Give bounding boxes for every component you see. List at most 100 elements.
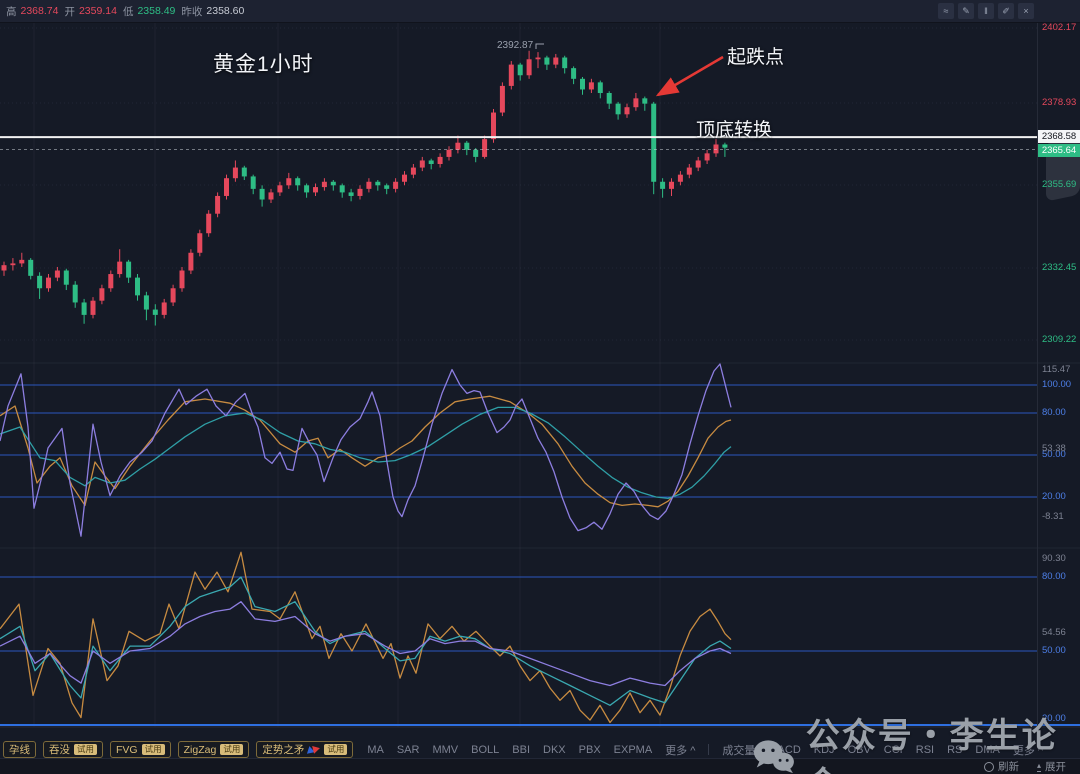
indicator-line-RSI24	[0, 601, 732, 687]
expand-icon: ▴	[1036, 760, 1041, 772]
menu-item-DMA[interactable]: DMA	[975, 743, 1000, 756]
pattern-button-label: 定势之矛	[262, 744, 305, 756]
edit-icon[interactable]: ✐	[998, 3, 1014, 19]
menu-item-KDJ[interactable]: KDJ	[813, 743, 835, 756]
candle-body	[642, 98, 648, 104]
pattern-button-孕线[interactable]: 孕线	[3, 741, 36, 758]
candle-body	[28, 259, 34, 276]
candlestick-style-icon[interactable]: ‖	[978, 3, 994, 19]
candle-body	[170, 288, 176, 303]
menu-item-OBV[interactable]: OBV	[847, 743, 871, 756]
candle-body	[722, 144, 728, 148]
candle-body	[215, 195, 221, 214]
candle-body	[588, 82, 594, 90]
pattern-button-label: ZigZag	[183, 743, 217, 756]
peak-price-label: 2392.87	[497, 40, 534, 51]
candle-body	[90, 300, 96, 315]
candle-body	[277, 185, 283, 193]
candle-body	[553, 57, 559, 65]
candle-body	[1, 265, 7, 271]
open-readout: 开 2359.14	[64, 4, 116, 19]
candle-body	[161, 302, 167, 315]
menu-item-DKX[interactable]: DKX	[543, 743, 566, 756]
candle-body	[597, 82, 603, 94]
candle-body	[268, 192, 274, 200]
candle-body	[544, 57, 550, 65]
indicator-line-J	[0, 363, 732, 537]
fall-point-annotation: 起跌点	[727, 47, 785, 68]
candle-body	[339, 185, 345, 193]
candle-body	[117, 261, 123, 275]
trial-badge: 试用	[74, 744, 98, 755]
candle-body	[152, 309, 158, 315]
menu-item-成交量[interactable]: 成交量	[722, 744, 756, 757]
candle-body	[624, 107, 630, 115]
expand-label: 展开	[1045, 761, 1066, 773]
candle-body	[366, 181, 372, 189]
candle-body	[384, 185, 390, 189]
menu-item-SAR[interactable]: SAR	[396, 743, 420, 756]
candle-body	[695, 160, 701, 168]
ohlc-bar: 高 2368.74 开 2359.14 低 2358.49 昨收 2358.60…	[0, 0, 1080, 23]
trend-line-icon[interactable]: ≈	[938, 3, 954, 19]
draw-pencil-icon[interactable]: ✎	[958, 3, 974, 19]
pattern-button-ZigZag[interactable]: ZigZag 试用	[177, 741, 250, 758]
candle-body	[286, 178, 292, 186]
close-icon[interactable]: ×	[1018, 3, 1034, 19]
candle-body	[473, 149, 479, 157]
candle-body	[241, 167, 247, 177]
menu-item-PBX[interactable]: PBX	[578, 743, 601, 756]
menu-item-CCI[interactable]: CCI	[883, 743, 903, 756]
candle-body	[321, 181, 327, 188]
pattern-button-吞没[interactable]: 吞没 试用	[43, 741, 104, 758]
menu-item-更多 ^[interactable]: 更多 ^	[665, 744, 696, 757]
fall-point-arrow	[655, 55, 724, 97]
low-readout: 低 2358.49	[123, 4, 175, 19]
menu-item-BOLL[interactable]: BOLL	[471, 743, 500, 756]
price-axis[interactable]	[1037, 22, 1080, 727]
candle-body	[669, 181, 674, 189]
candle-body	[580, 78, 585, 90]
top-bottom-annotation: 顶底转换	[696, 120, 773, 141]
candle-body	[446, 149, 452, 157]
candle-body	[517, 64, 523, 76]
candle-body	[72, 284, 78, 303]
candle-body	[295, 178, 301, 186]
indicator-menu: MA SAR MMV BOLL BBI DKX PBX EXPMA 更多 ^ 成交量 MACD KDJ…	[367, 742, 1043, 758]
open-label: 开	[64, 5, 75, 18]
candle-body	[63, 270, 69, 285]
menu-item-EXPMA[interactable]: EXPMA	[613, 743, 653, 756]
refresh-button[interactable]: 刷新	[983, 759, 1019, 774]
pattern-button-FVG[interactable]: FVG 试用	[110, 741, 171, 758]
candle-body	[402, 174, 407, 182]
low-label: 低	[122, 5, 134, 18]
indicator-line-RSI6	[0, 551, 732, 724]
candle-body	[143, 295, 149, 310]
candle-body	[508, 64, 514, 86]
candle-body	[46, 277, 51, 289]
candle-body	[491, 112, 496, 140]
candle-body	[135, 277, 140, 296]
expand-button[interactable]: ▴ 展开	[1036, 759, 1066, 774]
pattern-button-定势之矛[interactable]: 定势之矛 试用	[256, 741, 354, 758]
candle-body	[393, 181, 399, 189]
menu-item-RSI[interactable]: RSI	[915, 743, 935, 756]
candle-body	[410, 167, 416, 175]
menu-item-BBI[interactable]: BBI	[512, 743, 531, 756]
trial-badge: 试用	[220, 744, 244, 755]
pattern-button-label: FVG	[116, 743, 138, 756]
high-label: 高	[6, 5, 17, 18]
trial-badge: 试用	[324, 744, 348, 755]
refresh-label: 刷新	[997, 761, 1019, 773]
indicator-line-RSI12	[0, 576, 732, 706]
menu-item-MMV[interactable]: MMV	[432, 743, 459, 756]
menu-item-MA[interactable]: MA	[367, 743, 384, 756]
candle-body	[482, 139, 488, 157]
candle-body	[357, 188, 363, 196]
trial-badge: 试用	[141, 744, 165, 755]
menu-item-RS[interactable]: RS	[947, 743, 963, 756]
candle-body	[651, 103, 657, 182]
menu-item-更多 ^[interactable]: 更多 ^	[1012, 744, 1044, 757]
